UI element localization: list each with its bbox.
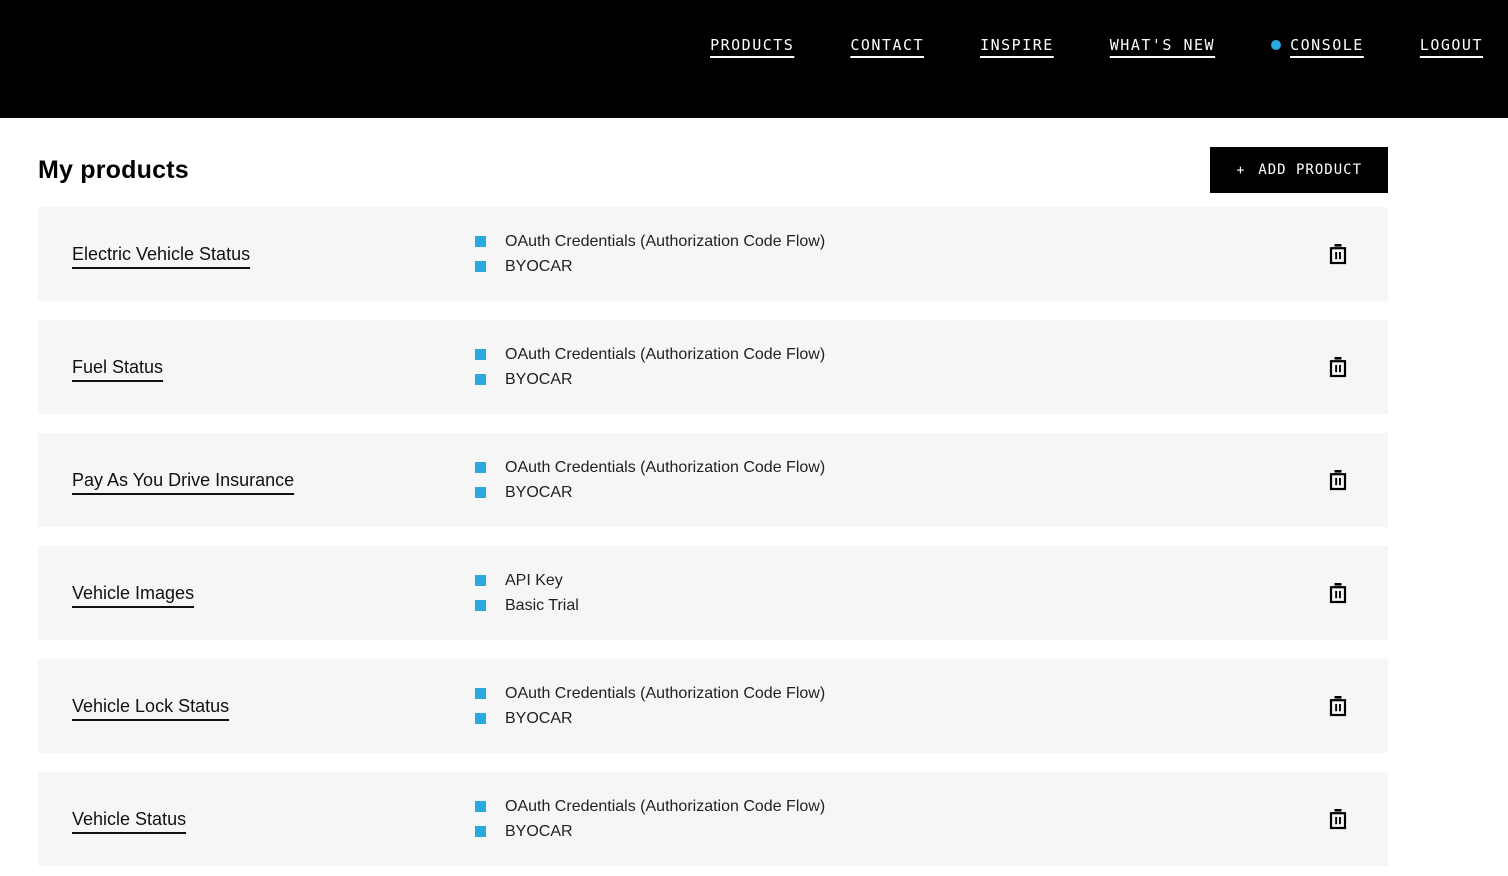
nav-item-inspire[interactable]: INSPIRE	[980, 36, 1054, 54]
service-label: BYOCAR	[505, 822, 573, 840]
nav-item-logout[interactable]: LOGOUT	[1420, 36, 1483, 54]
service-list: OAuth Credentials (Authorization Code Fl…	[475, 683, 1325, 730]
product-row: Electric Vehicle Status OAuth Credential…	[38, 207, 1388, 301]
trash-icon	[1329, 357, 1347, 378]
service-item: OAuth Credentials (Authorization Code Fl…	[475, 683, 1325, 705]
bullet-square-icon	[475, 801, 486, 812]
product-link[interactable]: Fuel Status	[72, 356, 164, 377]
nav-item-label: CONTACT	[850, 36, 925, 54]
delete-product-button[interactable]	[1325, 578, 1351, 608]
service-item: OAuth Credentials (Authorization Code Fl…	[475, 231, 1325, 253]
product-row: Vehicle Lock Status OAuth Credentials (A…	[38, 659, 1388, 753]
product-link[interactable]: Electric Vehicle Status	[72, 243, 251, 264]
service-label: Basic Trial	[505, 596, 579, 614]
product-row: Vehicle Status OAuth Credentials (Author…	[38, 772, 1388, 866]
nav-item-products[interactable]: PRODUCTS	[710, 36, 794, 54]
service-item: BYOCAR	[475, 482, 1325, 504]
nav-item-label: WHAT'S NEW	[1109, 36, 1216, 54]
service-list: OAuth Credentials (Authorization Code Fl…	[475, 344, 1325, 391]
bullet-square-icon	[475, 600, 486, 611]
bullet-square-icon	[475, 575, 486, 586]
service-label: BYOCAR	[505, 709, 573, 727]
bullet-square-icon	[475, 487, 486, 498]
top-nav-bar: PRODUCTS CONTACT INSPIRE WHAT'S NEW CONS…	[0, 0, 1508, 118]
delete-product-button[interactable]	[1325, 691, 1351, 721]
product-list: Electric Vehicle Status OAuth Credential…	[38, 207, 1388, 866]
service-label: OAuth Credentials (Authorization Code Fl…	[505, 458, 826, 476]
service-item: OAuth Credentials (Authorization Code Fl…	[475, 457, 1325, 479]
product-row: Pay As You Drive Insurance OAuth Credent…	[38, 433, 1388, 527]
product-row: Vehicle Images API Key Basic Trial	[38, 546, 1388, 640]
service-item: OAuth Credentials (Authorization Code Fl…	[475, 344, 1325, 366]
trash-icon	[1329, 470, 1347, 491]
delete-product-button[interactable]	[1325, 804, 1351, 834]
service-label: API Key	[505, 571, 563, 589]
service-list: OAuth Credentials (Authorization Code Fl…	[475, 457, 1325, 504]
page-header: My products + ADD PRODUCT	[38, 147, 1388, 193]
service-item: BYOCAR	[475, 821, 1325, 843]
product-row: Fuel Status OAuth Credentials (Authoriza…	[38, 320, 1388, 414]
service-label: OAuth Credentials (Authorization Code Fl…	[505, 345, 826, 363]
plus-icon: +	[1236, 162, 1246, 178]
service-item: BYOCAR	[475, 708, 1325, 730]
service-list: OAuth Credentials (Authorization Code Fl…	[475, 796, 1325, 843]
nav-item-contact[interactable]: CONTACT	[850, 36, 924, 54]
service-item: API Key	[475, 570, 1325, 592]
service-item: Basic Trial	[475, 595, 1325, 617]
trash-icon	[1329, 583, 1347, 604]
service-label: BYOCAR	[505, 370, 573, 388]
service-label: OAuth Credentials (Authorization Code Fl…	[505, 797, 826, 815]
trash-icon	[1329, 244, 1347, 265]
bullet-square-icon	[475, 713, 486, 724]
nav-item-label: CONSOLE	[1290, 36, 1364, 54]
service-label: BYOCAR	[505, 483, 573, 501]
bullet-square-icon	[475, 462, 486, 473]
bullet-square-icon	[475, 349, 486, 360]
delete-product-button[interactable]	[1325, 239, 1351, 269]
service-label: OAuth Credentials (Authorization Code Fl…	[505, 684, 826, 702]
service-item: BYOCAR	[475, 369, 1325, 391]
product-link[interactable]: Vehicle Lock Status	[72, 695, 230, 716]
add-product-button[interactable]: + ADD PRODUCT	[1210, 147, 1388, 193]
active-page-dot-icon	[1271, 40, 1282, 50]
add-product-label: ADD PRODUCT	[1258, 162, 1362, 178]
page-title: My products	[38, 155, 189, 184]
product-link[interactable]: Pay As You Drive Insurance	[72, 469, 295, 490]
bullet-square-icon	[475, 688, 486, 699]
nav-item-console[interactable]: CONSOLE	[1271, 36, 1364, 54]
bullet-square-icon	[475, 261, 486, 272]
nav-item-label: INSPIRE	[980, 36, 1054, 54]
bullet-square-icon	[475, 374, 486, 385]
bullet-square-icon	[475, 826, 486, 837]
product-link[interactable]: Vehicle Status	[72, 808, 187, 829]
trash-icon	[1329, 696, 1347, 717]
service-label: BYOCAR	[505, 257, 573, 275]
service-label: OAuth Credentials (Authorization Code Fl…	[505, 232, 826, 250]
service-list: OAuth Credentials (Authorization Code Fl…	[475, 231, 1325, 278]
service-item: OAuth Credentials (Authorization Code Fl…	[475, 796, 1325, 818]
main-content: My products + ADD PRODUCT Electric Vehic…	[38, 147, 1388, 866]
trash-icon	[1329, 809, 1347, 830]
delete-product-button[interactable]	[1325, 352, 1351, 382]
service-list: API Key Basic Trial	[475, 570, 1325, 617]
nav-item-whats-new[interactable]: WHAT'S NEW	[1110, 36, 1215, 54]
nav-item-label: LOGOUT	[1419, 36, 1483, 54]
main-navigation: PRODUCTS CONTACT INSPIRE WHAT'S NEW CONS…	[710, 36, 1483, 54]
product-link[interactable]: Vehicle Images	[72, 582, 195, 603]
bullet-square-icon	[475, 236, 486, 247]
nav-item-label: PRODUCTS	[710, 36, 795, 54]
service-item: BYOCAR	[475, 256, 1325, 278]
delete-product-button[interactable]	[1325, 465, 1351, 495]
